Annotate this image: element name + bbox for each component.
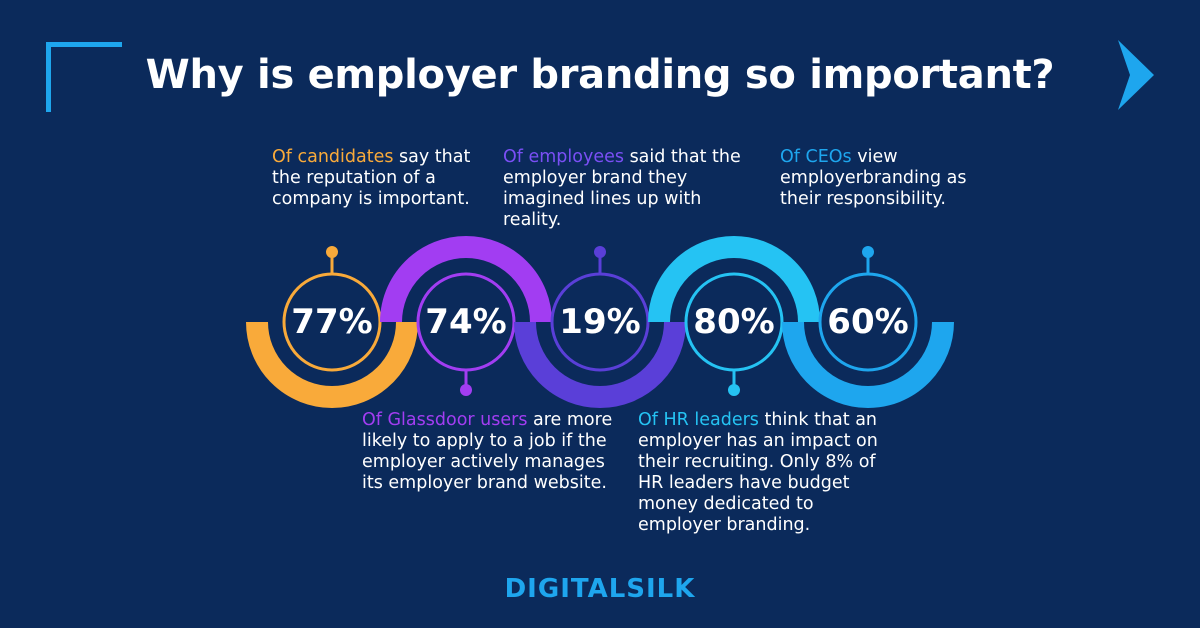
stat-value-glassdoor: 74%: [425, 302, 507, 342]
stat-highlight: Of HR leaders: [638, 410, 759, 430]
stat-value-employees: 19%: [559, 302, 641, 342]
corner-bracket-icon: [46, 42, 122, 112]
stat-description: view employerbranding as their responsib…: [780, 147, 967, 209]
stat-highlight: Of CEOs: [780, 147, 852, 167]
stat-highlight: Of employees: [503, 147, 624, 167]
stat-caption-employees: Of employees said that the employer bran…: [503, 147, 743, 231]
stat-description: are more likely to apply to a job if the…: [362, 410, 613, 493]
stat-value-candidates: 77%: [291, 302, 373, 342]
stat-caption-glassdoor: Of Glassdoor users are more likely to ap…: [362, 410, 622, 494]
brand-logo[interactable]: DIGITALSILK: [504, 574, 696, 604]
stat-caption-hr-leaders: Of HR leaders think that an employer has…: [638, 410, 898, 536]
stat-value-hr-leaders: 80%: [693, 302, 775, 342]
stat-caption-ceos: Of CEOs view employerbranding as their r…: [780, 147, 990, 210]
stat-highlight: Of Glassdoor users: [362, 410, 528, 430]
stat-caption-candidates: Of candidates say that the reputation of…: [272, 147, 472, 210]
page-title: Why is employer branding so important?: [145, 52, 1055, 98]
stat-description: said that the employer brand they imagin…: [503, 147, 741, 230]
stat-description: think that an employer has an impact on …: [638, 410, 878, 535]
stat-value-ceos: 60%: [827, 302, 909, 342]
stat-description: say that the reputation of a company is …: [272, 147, 471, 209]
stat-highlight: Of candidates: [272, 147, 394, 167]
chevron-right-icon[interactable]: [1114, 40, 1158, 110]
